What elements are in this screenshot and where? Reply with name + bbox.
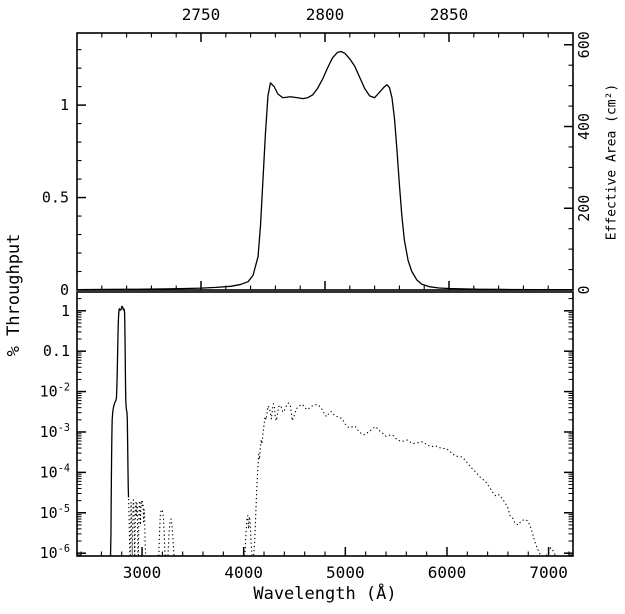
y-tick-label: 10-3: [40, 423, 70, 441]
y2-tick-label: 600: [575, 31, 593, 58]
y-tick-label: 1: [60, 96, 69, 114]
x-tick-label-bottom: 3000: [123, 563, 162, 582]
x-tick-label-top: 2750: [182, 5, 221, 24]
series-in-band-solid: [109, 305, 130, 557]
x-tick-label-bottom: 7000: [529, 563, 568, 582]
y-tick-label: 10-6: [40, 544, 70, 562]
y-tick-label: 10-4: [40, 463, 70, 481]
x-tick-label-top: 2850: [430, 5, 469, 24]
y2-tick-label: 200: [575, 195, 593, 222]
x-tick-label-bottom: 6000: [428, 563, 467, 582]
y-tick-label: 1: [61, 302, 70, 320]
series-red-leak-dotted: [128, 402, 565, 557]
y-tick-label: 0.1: [43, 342, 70, 360]
x-axis-title: Wavelength (Å): [253, 584, 397, 604]
x-tick-label-bottom: 4000: [224, 563, 263, 582]
y-axis-title-right: Effective Area (cm²): [604, 83, 620, 241]
y-tick-label: 0: [60, 281, 69, 299]
y-tick-label: 10-5: [40, 504, 70, 522]
x-tick-label-top: 2800: [306, 5, 345, 24]
y-axis-title-left: % Throughput: [4, 233, 24, 357]
y-tick-label: 10-2: [40, 383, 70, 401]
series-bandpass-solid: [76, 50, 573, 291]
y2-tick-label: 400: [575, 113, 593, 140]
panel-border-top: [76, 32, 574, 291]
y2-tick-label: 0: [575, 285, 593, 294]
panel-border-bottom: [76, 291, 574, 557]
y-tick-label: 0.5: [42, 189, 69, 207]
x-tick-label-bottom: 5000: [326, 563, 365, 582]
